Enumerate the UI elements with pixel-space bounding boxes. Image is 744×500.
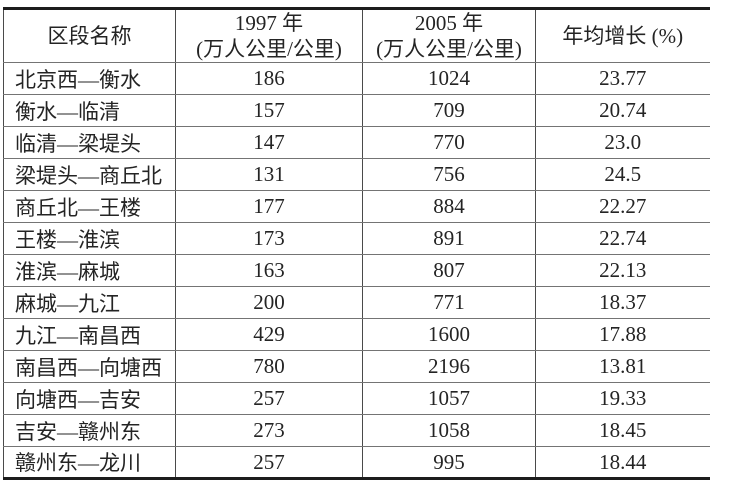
value-2005-cell: 1058: [362, 414, 536, 447]
section-name-cell: 吉安—赣州东: [3, 414, 176, 447]
growth-cell: 22.74: [535, 222, 710, 255]
growth-cell: 18.37: [535, 286, 710, 319]
value-1997-cell: 200: [175, 286, 363, 319]
section-name-cell: 向塘西—吉安: [3, 382, 176, 415]
col-header-1997: 1997 年 (万人公里/公里): [175, 8, 363, 63]
growth-cell: 24.5: [535, 158, 710, 191]
table-row: 临清—梁堤头 147 770 23.0: [3, 126, 710, 159]
section-name-cell: 梁堤头—商丘北: [3, 158, 176, 191]
value-1997-cell: 257: [175, 382, 363, 415]
value-2005-cell: 2196: [362, 350, 536, 383]
col-header-annual-growth: 年均增长 (%): [535, 8, 710, 63]
value-1997-cell: 131: [175, 158, 363, 191]
table-row: 梁堤头—商丘北 131 756 24.5: [3, 158, 710, 191]
col-header-2005-year: 2005 年: [414, 11, 484, 35]
value-1997-cell: 163: [175, 254, 363, 287]
value-1997-cell: 257: [175, 446, 363, 479]
value-1997-cell: 147: [175, 126, 363, 159]
growth-cell: 18.44: [535, 446, 710, 479]
table-body: 北京西—衡水 186 1024 23.77 衡水—临清 157 709 20.7…: [3, 62, 710, 479]
col-header-1997-unit: (万人公里/公里): [196, 37, 342, 61]
section-name-cell: 九江—南昌西: [3, 318, 176, 351]
value-1997-cell: 780: [175, 350, 363, 383]
value-2005-cell: 756: [362, 158, 536, 191]
col-header-annual-growth-label: 年均增长 (%): [562, 24, 684, 48]
value-2005-cell: 884: [362, 190, 536, 223]
value-2005-cell: 891: [362, 222, 536, 255]
section-name-cell: 商丘北—王楼: [3, 190, 176, 223]
value-2005-cell: 1057: [362, 382, 536, 415]
table-row: 赣州东—龙川 257 995 18.44: [3, 446, 710, 479]
col-header-2005-unit: (万人公里/公里): [376, 37, 522, 61]
value-1997-cell: 177: [175, 190, 363, 223]
value-2005-cell: 807: [362, 254, 536, 287]
table-row: 北京西—衡水 186 1024 23.77: [3, 62, 710, 95]
value-2005-cell: 1600: [362, 318, 536, 351]
value-2005-cell: 771: [362, 286, 536, 319]
table-row: 吉安—赣州东 273 1058 18.45: [3, 414, 710, 447]
table-header: 区段名称 1997 年 (万人公里/公里) 2005 年 (万人公里/公里) 年…: [3, 8, 710, 63]
value-1997-cell: 186: [175, 62, 363, 95]
section-name-cell: 南昌西—向塘西: [3, 350, 176, 383]
table-row: 商丘北—王楼 177 884 22.27: [3, 190, 710, 223]
growth-cell: 23.77: [535, 62, 710, 95]
table-row: 向塘西—吉安 257 1057 19.33: [3, 382, 710, 415]
value-1997-cell: 173: [175, 222, 363, 255]
value-2005-cell: 709: [362, 94, 536, 127]
growth-cell: 23.0: [535, 126, 710, 159]
value-1997-cell: 273: [175, 414, 363, 447]
value-2005-cell: 1024: [362, 62, 536, 95]
value-1997-cell: 429: [175, 318, 363, 351]
table-row: 南昌西—向塘西 780 2196 13.81: [3, 350, 710, 383]
value-1997-cell: 157: [175, 94, 363, 127]
table-row: 王楼—淮滨 173 891 22.74: [3, 222, 710, 255]
growth-cell: 13.81: [535, 350, 710, 383]
value-2005-cell: 770: [362, 126, 536, 159]
growth-cell: 22.13: [535, 254, 710, 287]
growth-cell: 19.33: [535, 382, 710, 415]
section-name-cell: 北京西—衡水: [3, 62, 176, 95]
header-row: 区段名称 1997 年 (万人公里/公里) 2005 年 (万人公里/公里) 年…: [3, 8, 710, 63]
growth-cell: 17.88: [535, 318, 710, 351]
section-name-cell: 王楼—淮滨: [3, 222, 176, 255]
col-header-section-name-label: 区段名称: [47, 24, 132, 48]
section-name-cell: 赣州东—龙川: [3, 446, 176, 479]
growth-cell: 22.27: [535, 190, 710, 223]
table-row: 衡水—临清 157 709 20.74: [3, 94, 710, 127]
value-2005-cell: 995: [362, 446, 536, 479]
table-row: 麻城—九江 200 771 18.37: [3, 286, 710, 319]
growth-cell: 18.45: [535, 414, 710, 447]
table-row: 九江—南昌西 429 1600 17.88: [3, 318, 710, 351]
growth-cell: 20.74: [535, 94, 710, 127]
section-name-cell: 淮滨—麻城: [3, 254, 176, 287]
section-name-cell: 麻城—九江: [3, 286, 176, 319]
railway-section-density-table: 区段名称 1997 年 (万人公里/公里) 2005 年 (万人公里/公里) 年…: [3, 7, 710, 480]
table-row: 淮滨—麻城 163 807 22.13: [3, 254, 710, 287]
col-header-section-name: 区段名称: [3, 8, 176, 63]
col-header-1997-year: 1997 年: [234, 11, 304, 35]
section-name-cell: 临清—梁堤头: [3, 126, 176, 159]
section-name-cell: 衡水—临清: [3, 94, 176, 127]
col-header-2005: 2005 年 (万人公里/公里): [362, 8, 536, 63]
